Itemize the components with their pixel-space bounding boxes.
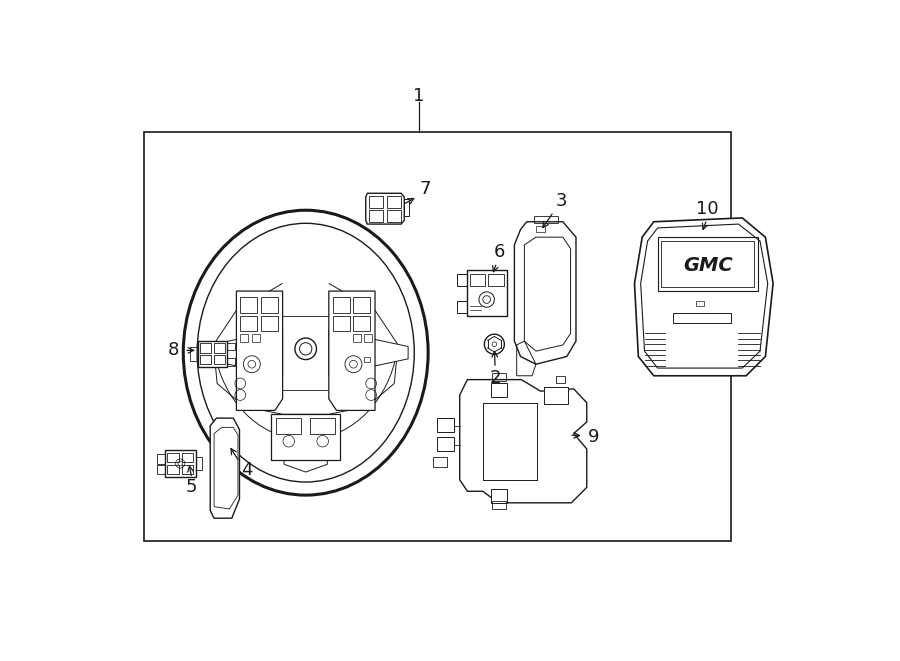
Polygon shape — [237, 291, 283, 410]
Bar — [369, 210, 383, 222]
Bar — [165, 450, 195, 477]
Bar — [240, 297, 257, 313]
Bar — [261, 316, 278, 331]
Bar — [214, 344, 225, 353]
Polygon shape — [365, 193, 404, 224]
Bar — [227, 358, 235, 366]
Bar — [488, 274, 504, 286]
Text: 2: 2 — [490, 369, 501, 387]
Bar — [658, 237, 758, 291]
Text: 1: 1 — [413, 87, 425, 105]
Bar — [491, 383, 508, 397]
Bar — [387, 210, 401, 222]
Bar — [387, 196, 401, 208]
Text: 10: 10 — [697, 200, 719, 217]
Bar — [310, 418, 335, 434]
Bar — [436, 418, 454, 432]
Text: 6: 6 — [493, 243, 505, 261]
Text: 9: 9 — [588, 428, 599, 446]
Polygon shape — [211, 418, 239, 518]
Ellipse shape — [237, 276, 375, 430]
Bar — [200, 344, 211, 353]
Polygon shape — [328, 330, 408, 375]
Bar — [261, 297, 278, 313]
Bar — [195, 457, 202, 471]
Text: 7: 7 — [419, 180, 431, 198]
Bar — [190, 347, 198, 361]
Bar — [556, 375, 565, 383]
Bar — [276, 418, 302, 434]
Bar — [364, 334, 372, 342]
Text: 3: 3 — [555, 192, 567, 210]
Polygon shape — [271, 414, 340, 461]
Bar — [240, 334, 248, 342]
Bar — [492, 501, 506, 509]
Bar — [433, 457, 446, 467]
Polygon shape — [203, 330, 283, 375]
Bar — [200, 355, 211, 364]
Bar — [544, 387, 568, 405]
Bar — [354, 297, 371, 313]
Bar — [214, 355, 225, 364]
Bar — [252, 334, 259, 342]
Bar — [198, 341, 227, 368]
Polygon shape — [328, 291, 375, 410]
Text: 8: 8 — [167, 341, 179, 360]
Bar — [158, 465, 165, 475]
Bar — [158, 454, 165, 463]
Text: 4: 4 — [241, 461, 253, 479]
Bar — [144, 132, 731, 541]
Polygon shape — [634, 218, 773, 375]
Bar — [182, 465, 194, 475]
Bar — [354, 334, 361, 342]
Bar — [491, 489, 508, 503]
Bar — [240, 316, 257, 331]
Ellipse shape — [484, 334, 504, 354]
Bar — [404, 200, 409, 216]
Bar — [535, 215, 557, 223]
Bar — [436, 438, 454, 451]
Bar — [457, 301, 466, 313]
Bar — [333, 297, 350, 313]
Polygon shape — [460, 379, 587, 503]
Bar — [673, 313, 731, 323]
Bar — [662, 241, 754, 288]
Bar — [364, 356, 370, 362]
Polygon shape — [515, 222, 576, 364]
Bar — [536, 225, 545, 232]
Text: 5: 5 — [186, 479, 197, 496]
Bar — [227, 342, 235, 350]
Bar — [333, 316, 350, 331]
Bar — [369, 196, 383, 208]
Bar — [354, 316, 371, 331]
Bar — [492, 373, 506, 381]
Bar — [470, 274, 485, 286]
Bar — [696, 301, 704, 305]
Bar — [182, 453, 194, 462]
Text: GMC: GMC — [683, 256, 733, 275]
Bar — [167, 453, 179, 462]
Bar — [466, 270, 507, 317]
Bar — [457, 274, 466, 286]
Bar — [167, 465, 179, 475]
